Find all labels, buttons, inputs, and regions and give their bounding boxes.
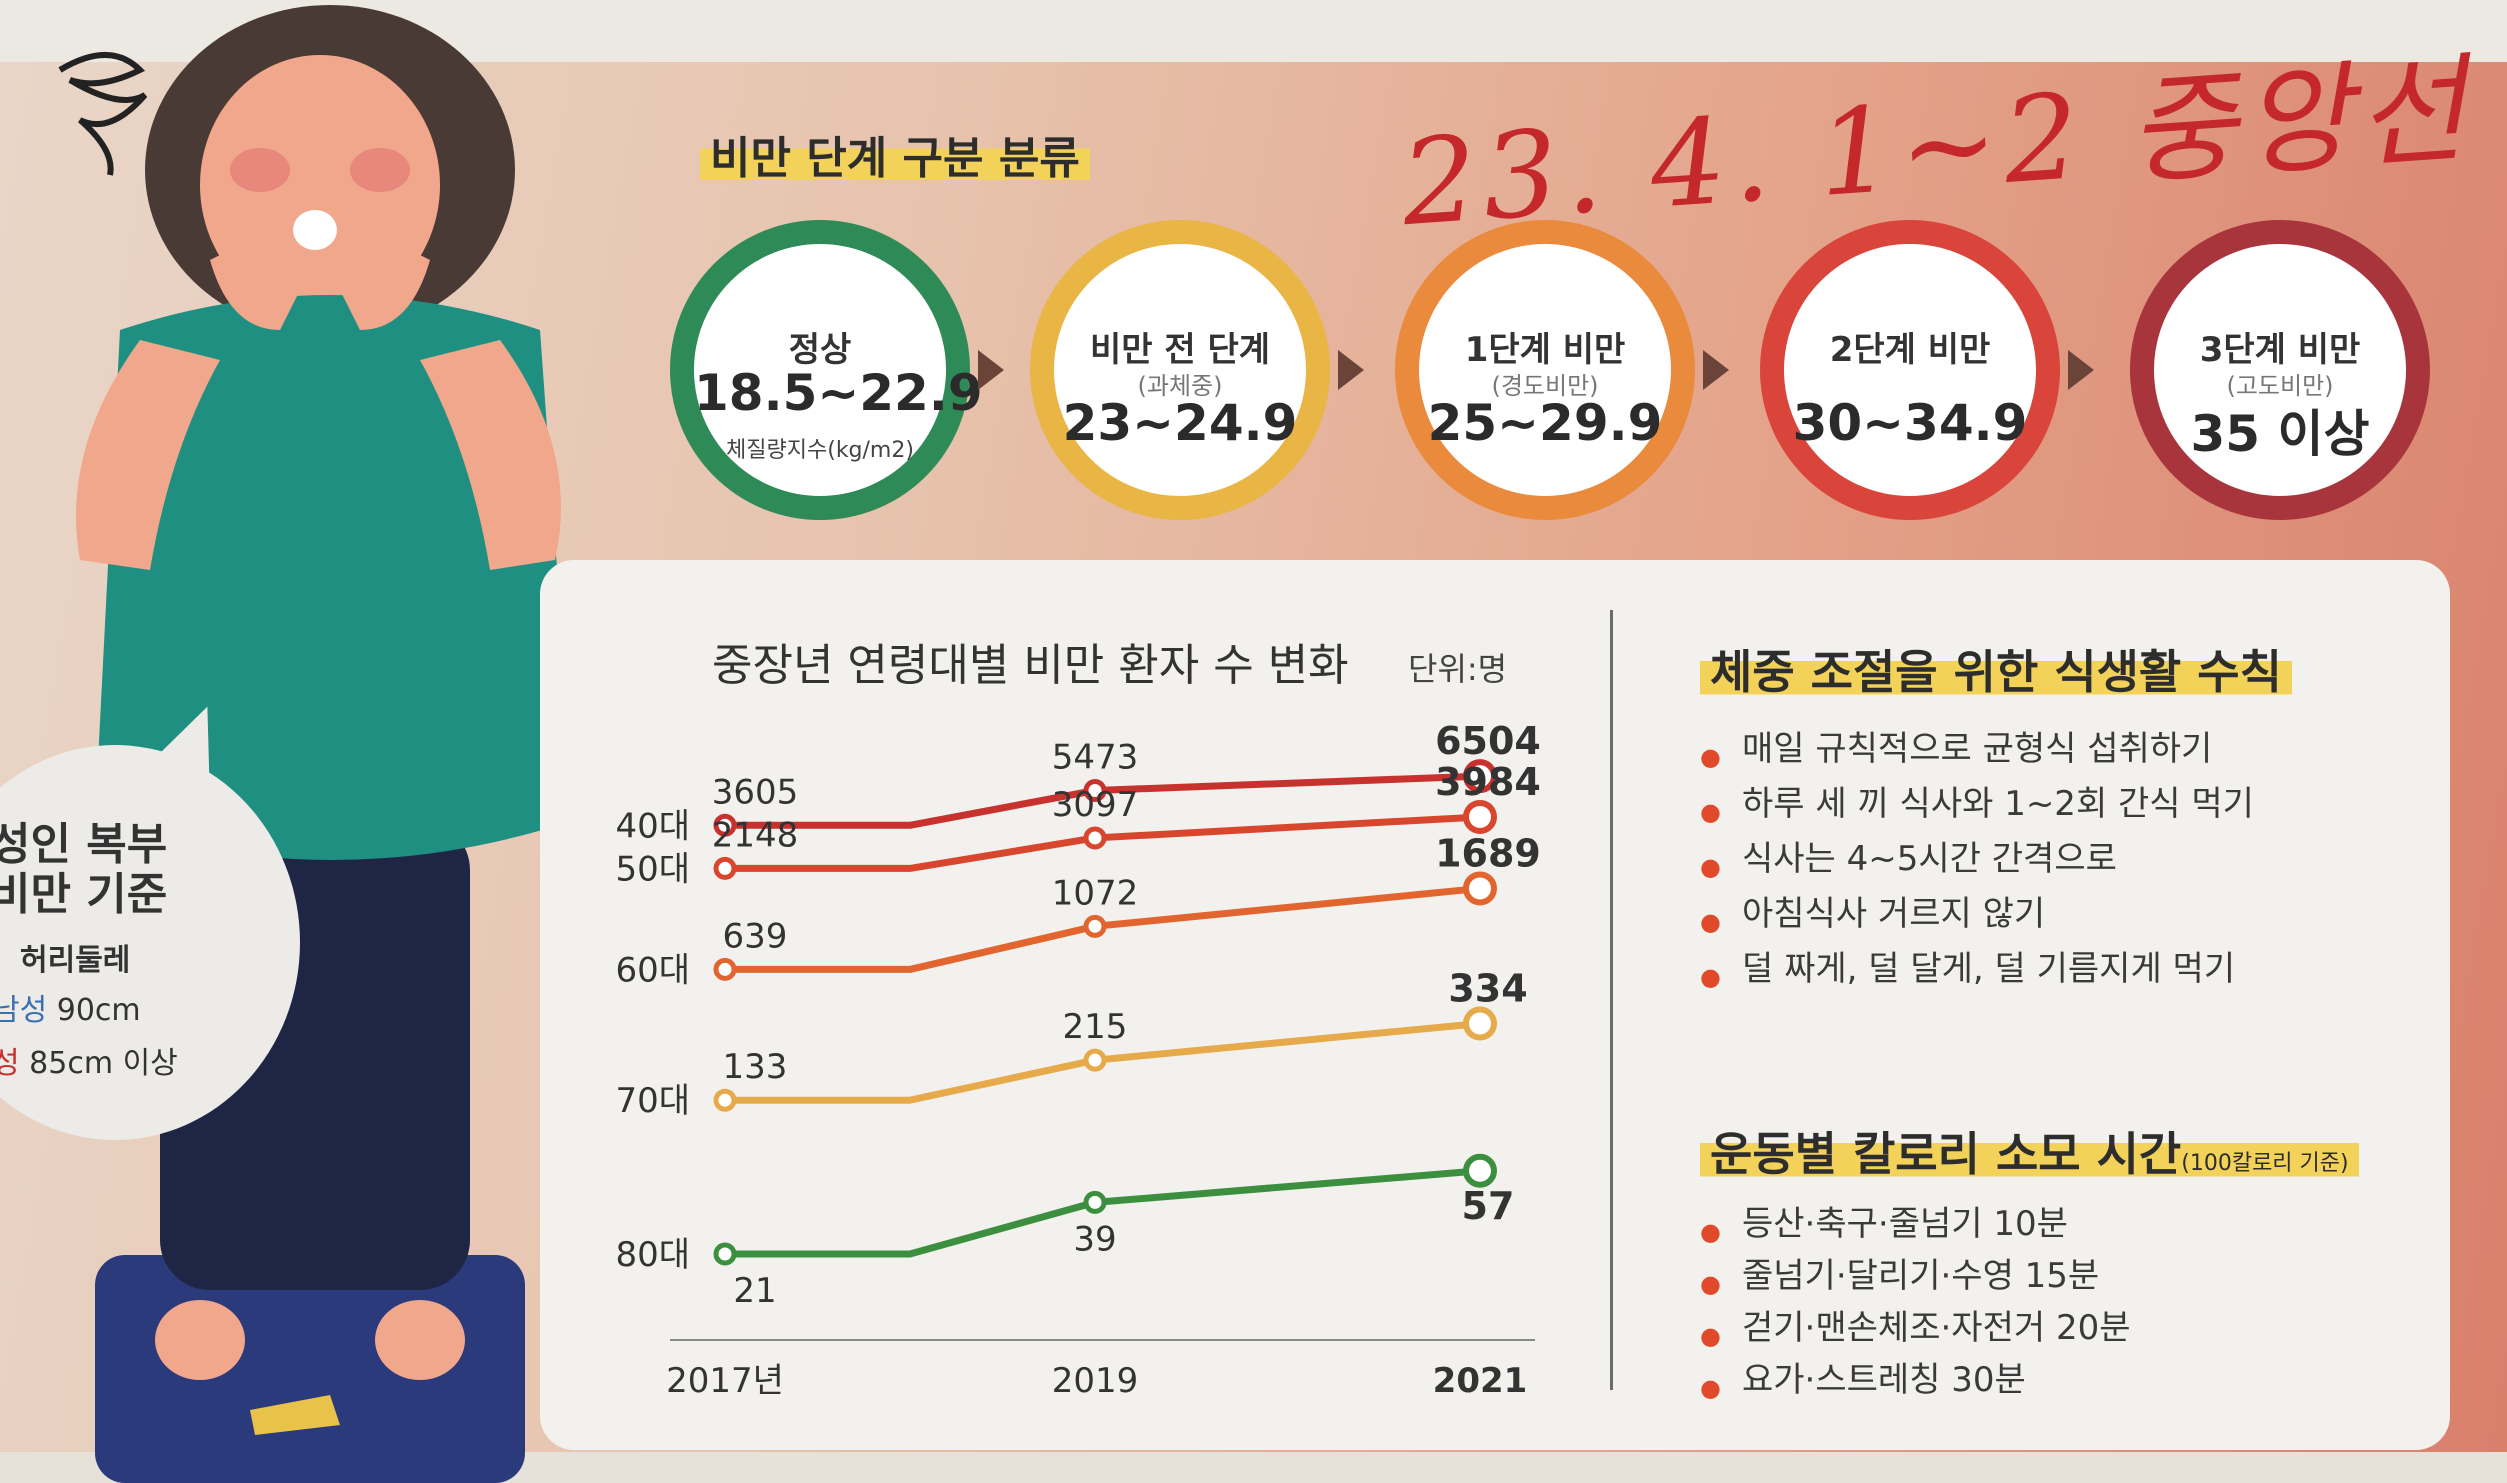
data-label: 133 <box>723 1047 788 1087</box>
data-point <box>713 957 737 981</box>
chart-unit: 단위:명 <box>1408 650 1507 688</box>
woman-illustration <box>58 5 620 1483</box>
stage-circle: 정상 18.5~22.9 체질량지수(kg/m2) <box>670 220 983 520</box>
stage-range: 35 이상 <box>2190 405 2370 463</box>
data-point <box>1463 799 1497 834</box>
x-tick-label: 2019 <box>1052 1361 1139 1401</box>
exercise-item: 줄넘기·달리기·수영 15분 <box>1700 1250 2131 1310</box>
data-label: 5473 <box>1052 738 1139 778</box>
bubble-title-line2: 비만 기준 <box>0 869 168 920</box>
data-label: 57 <box>1462 1184 1515 1228</box>
stage-arrow-icon <box>978 350 1004 390</box>
bubble-female-gender: 성 <box>0 1046 20 1081</box>
stage-range: 25~29.9 <box>1427 394 1663 452</box>
data-point <box>1083 914 1107 938</box>
data-label: 639 <box>723 916 788 956</box>
chart-title: 중장년 연령대별 비만 환자 수 변화 <box>712 640 1349 691</box>
stage-name: 2단계 비만 <box>1829 330 1991 370</box>
exercise-title: 운동별 칼로리 소모 시간(100칼로리 기준) <box>1700 1118 2359 1184</box>
section-divider <box>1610 610 1613 1390</box>
data-label: 334 <box>1448 966 1527 1010</box>
data-point <box>1083 1190 1107 1214</box>
bubble-female: 성 85cm 이상 <box>0 1038 178 1082</box>
diet-rule-item: 덜 짜게, 덜 달게, 덜 기름지게 먹기 <box>1700 942 2254 1005</box>
stage-circle: 2단계 비만 30~34.9 <box>1760 220 2060 520</box>
data-label: 2148 <box>712 815 799 855</box>
data-point <box>1083 1048 1107 1072</box>
data-point <box>1463 1153 1497 1188</box>
series-label: 40대 <box>615 806 690 846</box>
data-point <box>713 856 737 880</box>
data-label: 215 <box>1063 1007 1128 1047</box>
diet-rule-item: 식사는 4~5시간 간격으로 <box>1700 832 2254 895</box>
x-tick-label: 2021 <box>1433 1361 1528 1401</box>
series-line <box>725 1019 1481 1104</box>
data-label: 1689 <box>1435 831 1541 875</box>
data-point <box>1083 779 1107 803</box>
stage-range: 18.5~22.9 <box>694 364 983 422</box>
series-line <box>725 813 1481 872</box>
stage-name: 비만 전 단계 <box>1089 330 1271 370</box>
exercise-item: 걷기·맨손체조·자전거 20분 <box>1700 1302 2131 1362</box>
data-label: 3097 <box>1052 785 1139 825</box>
data-label: 3984 <box>1435 760 1541 804</box>
data-point <box>713 1242 737 1266</box>
exercise-list: 등산·축구·줄넘기 10분줄넘기·달리기·수영 15분걷기·맨손체조·자전거 2… <box>1700 1198 2131 1414</box>
bmi-unit: 체질량지수(kg/m2) <box>726 438 914 463</box>
series-label: 60대 <box>615 950 690 990</box>
series-label: 80대 <box>615 1235 690 1275</box>
diet-rule-item: 아침식사 거르지 않기 <box>1700 887 2254 950</box>
stage-range: 23~24.9 <box>1062 394 1298 452</box>
stage-arrow-icon <box>1703 350 1729 390</box>
obesity-line-chart: 중장년 연령대별 비만 환자 수 변화 단위:명 2017년 2019 2021 40대 3… <box>615 640 1541 1401</box>
series-line <box>725 772 1481 829</box>
data-label: 1072 <box>1052 873 1139 913</box>
diet-rule-item: 하루 세 끼 식사와 1~2회 간식 먹기 <box>1700 777 2254 840</box>
series-label: 70대 <box>615 1081 690 1121</box>
stage-sub: (고도비만) <box>2226 372 2334 400</box>
waist-criteria-bubble <box>0 745 300 1140</box>
bubble-male: 남성 90cm <box>0 985 141 1029</box>
exercise-title-text: 운동별 칼로리 소모 시간 <box>1710 1127 2182 1181</box>
bubble-male-value: 90cm <box>56 993 141 1028</box>
stage-name: 3단계 비만 <box>2199 330 2361 370</box>
worry-scribble-icon <box>58 52 148 176</box>
exercise-note: (100칼로리 기준) <box>2181 1151 2349 1176</box>
stage-sub: (과체중) <box>1137 372 1223 400</box>
data-point <box>1463 1006 1497 1041</box>
data-label: 3605 <box>712 772 799 812</box>
stage-name: 1단계 비만 <box>1464 330 1626 370</box>
data-point <box>713 813 737 837</box>
classification-title: 비만 단계 구분 분류 <box>700 122 1090 186</box>
bubble-male-gender: 남성 <box>0 993 48 1028</box>
diet-rules-list: 매일 규칙적으로 균형식 섭취하기하루 세 끼 식사와 1~2회 간식 먹기식사… <box>1700 722 2254 1005</box>
data-point <box>1463 871 1497 906</box>
stage-circle: 비만 전 단계 (과체중) 23~24.9 <box>1030 220 1330 520</box>
exercise-item: 등산·축구·줄넘기 10분 <box>1700 1198 2131 1258</box>
stage-name: 정상 <box>788 330 852 370</box>
diet-rule-item: 매일 규칙적으로 균형식 섭취하기 <box>1700 722 2254 785</box>
stage-circle: 3단계 비만 (고도비만) 35 이상 <box>2130 220 2430 520</box>
stage-sub: (경도비만) <box>1491 372 1599 400</box>
exercise-item: 요가·스트레칭 30분 <box>1700 1354 2131 1414</box>
series-line <box>725 884 1481 973</box>
stage-arrow-icon <box>1338 350 1364 390</box>
bubble-title-line1: 성인 복부 <box>0 819 168 870</box>
data-label: 39 <box>1073 1219 1116 1259</box>
chart-card <box>540 560 2450 1450</box>
data-label: 21 <box>733 1271 776 1311</box>
bubble-female-value: 85cm 이상 <box>29 1046 178 1081</box>
stage-range: 30~34.9 <box>1792 394 2028 452</box>
series-label: 50대 <box>615 849 690 889</box>
stage-arrow-icon <box>2068 350 2094 390</box>
data-point <box>713 1088 737 1112</box>
data-point <box>1083 826 1107 850</box>
data-point <box>1463 759 1497 794</box>
data-label: 6504 <box>1435 719 1541 763</box>
bubble-label: 허리둘레 <box>20 943 131 978</box>
stage-circle: 1단계 비만 (경도비만) 25~29.9 <box>1395 220 1695 520</box>
series-line <box>725 1167 1481 1258</box>
x-tick-label: 2017년 <box>666 1361 784 1401</box>
diet-rules-title: 체중 조절을 위한 식생활 수칙 <box>1700 636 2292 702</box>
